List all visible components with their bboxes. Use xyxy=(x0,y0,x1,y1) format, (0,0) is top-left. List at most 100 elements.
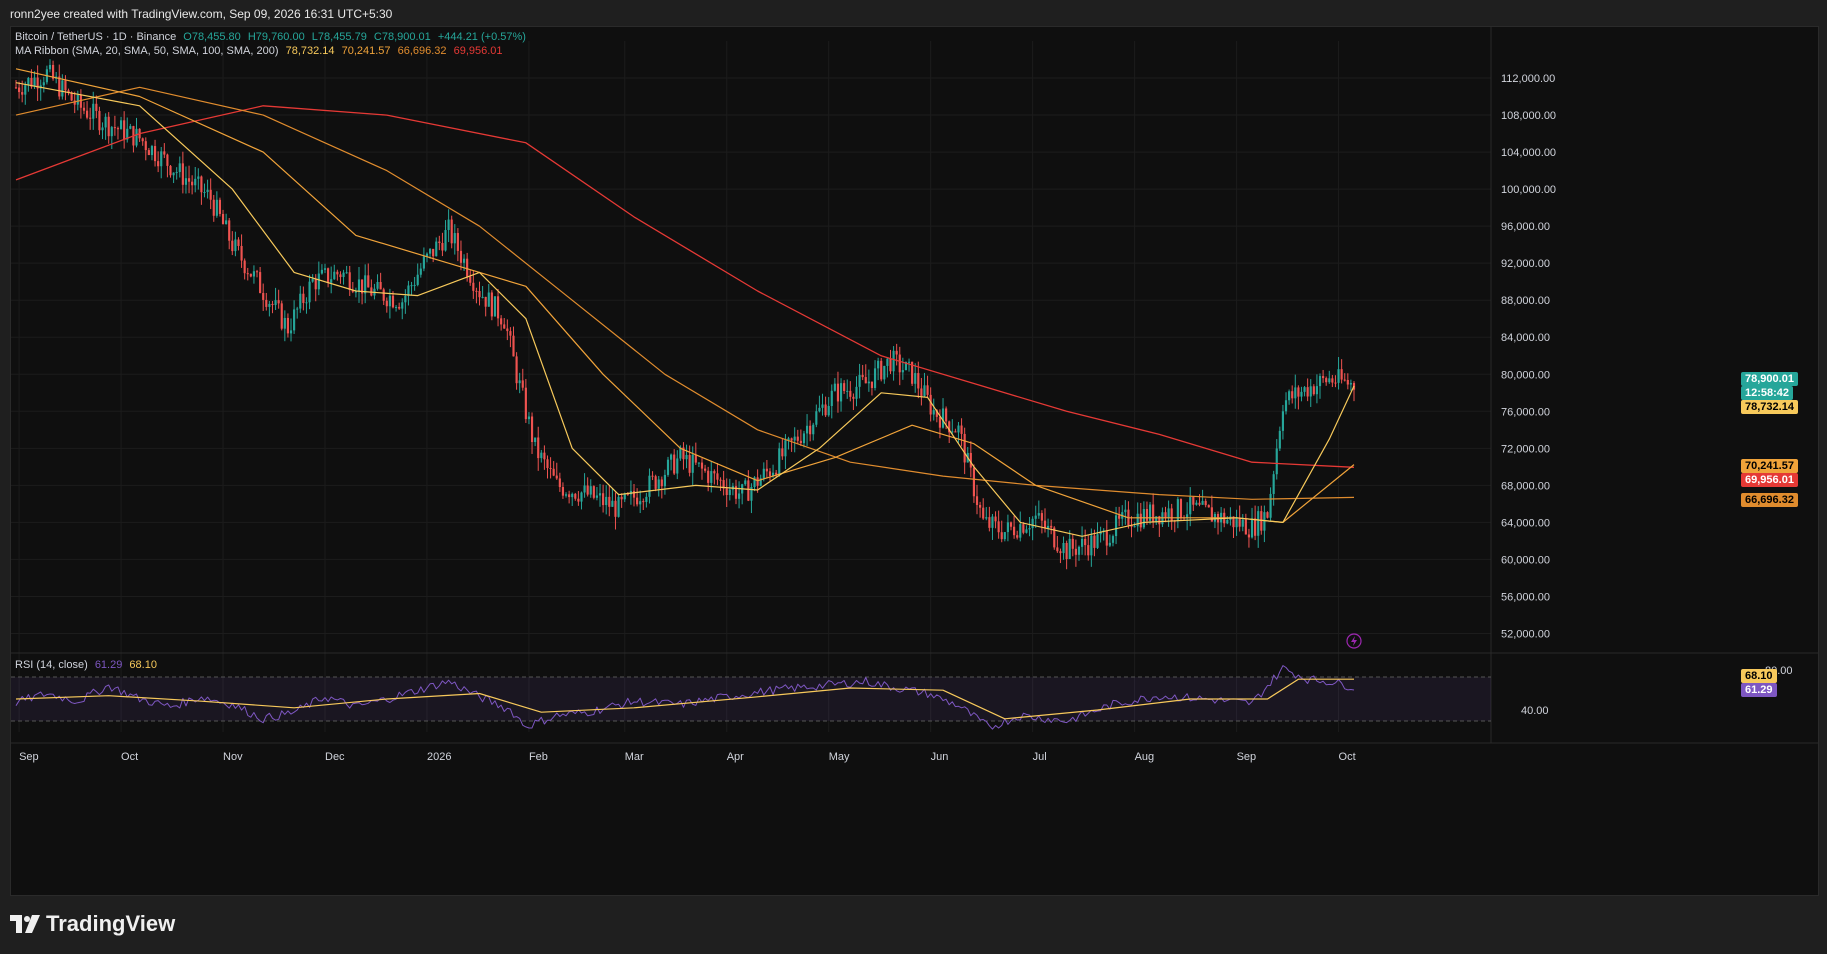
candle-body xyxy=(1272,474,1275,494)
x-tick-label: 2026 xyxy=(427,751,451,763)
x-tick-label: Nov xyxy=(223,751,243,763)
candle-body xyxy=(1006,522,1009,533)
candle-body xyxy=(642,501,645,503)
candle-body xyxy=(1232,516,1235,528)
candle-body xyxy=(1080,538,1084,547)
candle-body xyxy=(561,487,565,496)
candle-body xyxy=(246,273,249,275)
candle-body xyxy=(1349,383,1352,385)
candle-body xyxy=(676,458,679,474)
candle-body xyxy=(673,454,676,474)
candle-body xyxy=(1000,532,1003,540)
tradingview-logo[interactable]: TradingView xyxy=(10,911,175,937)
x-tick-label: Apr xyxy=(727,751,744,763)
candle-body xyxy=(1118,515,1121,519)
candle-body xyxy=(1343,379,1346,381)
candle-body xyxy=(234,239,237,252)
candle-body xyxy=(225,220,228,225)
candle-body xyxy=(864,377,867,384)
candle-body xyxy=(682,447,685,460)
candle-body xyxy=(203,192,206,194)
candle-body xyxy=(447,219,450,230)
candle-body xyxy=(877,360,880,369)
candle-body xyxy=(1003,532,1006,540)
candle-body xyxy=(1077,546,1081,555)
candle-body xyxy=(543,452,546,460)
candle-body xyxy=(1056,547,1059,552)
candle-body xyxy=(1238,517,1241,527)
price-chart[interactable]: 112,000.00 108,000.00 104,000.00 100,000.00… xyxy=(11,27,1818,895)
candle-body xyxy=(218,199,222,214)
candle-body xyxy=(697,462,700,464)
candle-body xyxy=(861,374,864,378)
candle-body xyxy=(410,285,413,287)
candle-body xyxy=(126,128,129,140)
candle-body xyxy=(98,110,101,131)
candle-body xyxy=(456,233,459,251)
candle-body xyxy=(419,268,422,275)
candle-body xyxy=(512,335,515,357)
candle-body xyxy=(790,438,793,441)
candle-body xyxy=(580,492,583,502)
candle-body xyxy=(843,383,846,391)
rsi-ma-line xyxy=(15,678,1354,720)
candle-body xyxy=(166,154,169,166)
candle-body xyxy=(268,303,271,307)
chart-frame[interactable]: 112,000.00 108,000.00 104,000.00 100,000.00… xyxy=(10,26,1819,896)
rsi-tick-label: 40.00 xyxy=(1521,705,1549,717)
candle-body xyxy=(589,486,592,495)
candle-body xyxy=(64,80,67,91)
candle-body xyxy=(462,258,466,263)
candle-body xyxy=(1306,387,1309,397)
x-tick-label: Jun xyxy=(931,751,949,763)
candle-body xyxy=(197,176,200,179)
candle-body xyxy=(160,151,163,167)
candle-body xyxy=(846,390,849,392)
tradingview-brand: TradingView xyxy=(46,911,176,936)
candle-body xyxy=(175,172,178,174)
candle-body xyxy=(750,487,753,501)
candle-body xyxy=(639,501,642,505)
y-tick-label: 56,000.00 xyxy=(1501,591,1550,603)
y-tick-label: 80,000.00 xyxy=(1501,369,1550,381)
candle-body xyxy=(530,416,534,443)
candle-body xyxy=(555,475,558,479)
candle-body xyxy=(33,77,36,87)
candle-body xyxy=(135,128,138,146)
candle-body xyxy=(982,507,985,519)
candle-body xyxy=(645,496,648,502)
candle-body xyxy=(169,165,172,176)
candle-body xyxy=(438,241,441,244)
candle-body xyxy=(852,396,855,399)
candle-body xyxy=(586,485,589,495)
candle-body xyxy=(824,404,827,416)
candle-body xyxy=(481,296,484,298)
candle-body xyxy=(759,478,762,486)
candle-body xyxy=(1294,387,1297,399)
candle-body xyxy=(1074,548,1077,555)
candle-body xyxy=(941,408,945,428)
candle-body xyxy=(450,219,453,244)
candle-body xyxy=(1090,535,1093,556)
candle-body xyxy=(1013,526,1016,536)
y-tick-label: 96,000.00 xyxy=(1501,221,1550,233)
sma20-line xyxy=(15,82,1355,537)
candle-body xyxy=(1037,513,1040,516)
candle-body xyxy=(314,279,317,290)
candle-body xyxy=(1025,529,1028,533)
candle-body xyxy=(76,94,79,105)
y-tick-label: 100,000.00 xyxy=(1501,184,1556,196)
candle-body xyxy=(805,425,809,434)
x-tick-label: Oct xyxy=(1339,751,1356,763)
candle-body xyxy=(833,383,836,391)
candle-body xyxy=(719,479,722,481)
candle-body xyxy=(61,80,64,97)
candle-body xyxy=(1269,493,1272,518)
candle-body xyxy=(357,279,361,292)
candle-body xyxy=(583,485,586,493)
candle-body xyxy=(398,306,401,309)
candle-body xyxy=(144,141,147,151)
ma-value-20: 78,732.14 xyxy=(285,45,335,57)
candle-body xyxy=(568,494,571,498)
candle-body xyxy=(975,496,979,505)
